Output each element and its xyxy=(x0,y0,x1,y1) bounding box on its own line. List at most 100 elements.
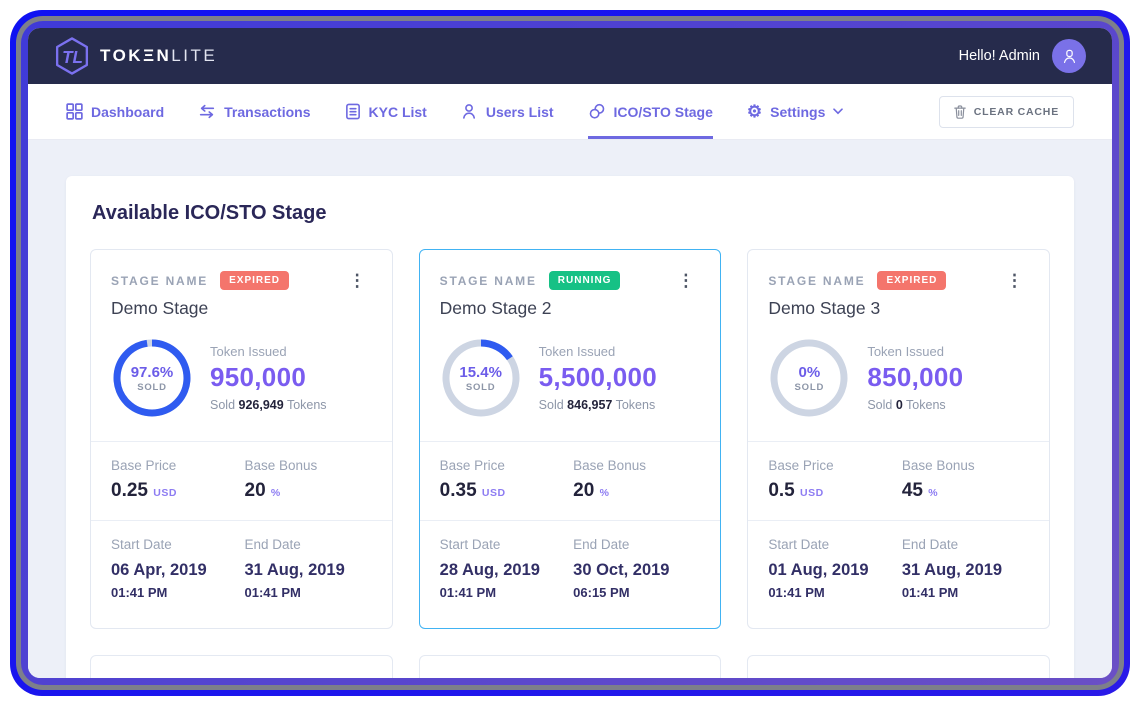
sold-donut-chart: 0% SOLD xyxy=(768,337,850,419)
start-date-value: 06 Apr, 2019 01:41 PM xyxy=(111,561,207,601)
base-price-value: 0.5 USD xyxy=(768,480,824,501)
nav-item-users-list[interactable]: Users List xyxy=(461,84,554,139)
stage-name-label: STAGE NAME xyxy=(768,273,866,288)
sold-tokens-line: Sold 846,957 Tokens xyxy=(538,398,656,412)
stage-name: Demo Stage 3 xyxy=(768,298,881,318)
clear-cache-button[interactable]: CLEAR CACHE xyxy=(938,95,1074,128)
trash-icon xyxy=(954,104,966,119)
stage-cards-row: STAGE NAME EXPIRED ⋮ Demo Stage xyxy=(90,249,1050,629)
percent-unit: % xyxy=(270,487,281,499)
base-price-label: Base Price xyxy=(439,458,505,473)
base-price-label: Base Price xyxy=(768,458,834,473)
page-content: Available ICO/STO Stage STAGE NAME EXPIR… xyxy=(28,140,1112,678)
kebab-menu-icon[interactable]: ⋮ xyxy=(1005,271,1023,290)
base-bonus-block: Base Bonus 20 % xyxy=(245,458,372,502)
nav-item-kyc-list[interactable]: KYC List xyxy=(345,84,427,139)
token-issued-block: Token Issued 5,500,000 Sold 846,957 Toke… xyxy=(539,344,657,412)
end-date-label: End Date xyxy=(901,537,959,552)
brand-name-primary: TOKΞN xyxy=(100,46,172,65)
card-header: STAGE NAME EXPIRED ⋮ Demo Stage 3 xyxy=(748,250,1049,319)
start-date-block: Start Date 28 Aug, 2019 01:41 PM xyxy=(440,537,574,604)
coins-icon xyxy=(588,103,606,120)
base-price-block: Base Price 0.5 USD xyxy=(768,458,902,502)
end-date-block: End Date 31 Aug, 2019 01:41 PM xyxy=(902,537,1029,604)
brand-name-secondary: LITE xyxy=(171,46,218,65)
base-bonus-value: 20 % xyxy=(244,480,281,501)
token-issued-value: 5,500,000 xyxy=(538,362,658,392)
end-date-value: 31 Aug, 2019 01:41 PM xyxy=(244,561,345,601)
sold-amount: 0 xyxy=(895,398,903,412)
start-date-label: Start Date xyxy=(439,537,501,552)
nav-item-dashboard[interactable]: Dashboard xyxy=(66,84,164,139)
nav-item-transactions[interactable]: Transactions xyxy=(198,84,311,139)
card-header: STAGE NAME EXPIRED ⋮ Demo Stage xyxy=(91,250,392,319)
base-price-label: Base Price xyxy=(111,458,177,473)
stage-card-partial xyxy=(90,654,393,678)
stages-panel: Available ICO/STO Stage STAGE NAME EXPIR… xyxy=(66,176,1074,678)
brand-logo[interactable]: TL TOKΞNLITE xyxy=(54,36,217,76)
dashboard-grid-icon xyxy=(66,103,83,120)
base-bonus-value: 20 % xyxy=(573,480,610,501)
stage-name-label: STAGE NAME xyxy=(439,273,537,288)
nav-label: KYC List xyxy=(368,103,427,120)
end-date-label: End Date xyxy=(573,537,630,552)
end-date-block: End Date 30 Oct, 2019 06:15 PM xyxy=(573,537,700,604)
stage-card-demo-stage-3: STAGE NAME EXPIRED ⋮ Demo Stage 3 xyxy=(747,249,1050,629)
brand-name: TOKΞNLITE xyxy=(100,46,217,66)
kyc-list-icon xyxy=(345,103,361,120)
window-frame-outer: TL TOKΞNLITE Hello! Admin xyxy=(10,10,1130,696)
next-row-partial xyxy=(90,654,1050,678)
currency-unit: USD xyxy=(800,487,824,499)
dates-section: Start Date 28 Aug, 2019 01:41 PM End Dat… xyxy=(419,520,721,628)
tokenlite-logo-icon: TL xyxy=(54,36,90,76)
stage-name: Demo Stage 2 xyxy=(439,298,552,318)
donut-section: 0% SOLD Token Issued 850,000 Sold 0 Toke… xyxy=(748,333,1049,441)
card-header: STAGE NAME RUNNING ⋮ Demo Stage 2 xyxy=(420,250,721,319)
status-badge: EXPIRED xyxy=(877,271,947,290)
token-issued-value: 850,000 xyxy=(867,362,964,392)
person-icon xyxy=(1060,47,1079,66)
sold-caps-label: SOLD xyxy=(137,381,167,393)
nav-item-settings[interactable]: ⚙ Settings xyxy=(747,84,844,139)
base-bonus-label: Base Bonus xyxy=(901,458,975,473)
end-date-value: 30 Oct, 2019 06:15 PM xyxy=(573,561,670,601)
base-price-block: Base Price 0.25 USD xyxy=(111,458,245,502)
user-avatar[interactable] xyxy=(1052,39,1086,73)
header-right: Hello! Admin xyxy=(959,39,1086,73)
kebab-menu-icon[interactable]: ⋮ xyxy=(677,271,695,290)
donut-section: 15.4% SOLD Token Issued 5,500,000 Sold 8… xyxy=(420,333,721,441)
sold-donut-chart: 97.6% SOLD xyxy=(111,337,193,419)
dates-section: Start Date 01 Aug, 2019 01:41 PM End Dat… xyxy=(748,520,1049,628)
kebab-menu-icon[interactable]: ⋮ xyxy=(348,271,366,290)
transactions-swap-icon xyxy=(198,104,216,119)
percent-sold: 97.6% xyxy=(130,363,174,381)
nav-label: Dashboard xyxy=(91,103,165,120)
price-section: Base Price 0.25 USD Base Bonus 20 % xyxy=(91,441,392,520)
end-date-value: 31 Aug, 2019 01:41 PM xyxy=(901,561,1003,601)
donut-section: 97.6% SOLD Token Issued 950,000 Sold 926… xyxy=(91,333,392,441)
token-issued-label: Token Issued xyxy=(538,344,616,359)
nav-label: ICO/STO Stage xyxy=(613,103,713,120)
users-icon xyxy=(461,103,478,120)
end-date-block: End Date 31 Aug, 2019 01:41 PM xyxy=(245,537,372,604)
percent-unit: % xyxy=(599,487,610,499)
start-date-block: Start Date 01 Aug, 2019 01:41 PM xyxy=(768,537,902,604)
price-section: Base Price 0.35 USD Base Bonus 20 % xyxy=(419,441,721,520)
start-date-block: Start Date 06 Apr, 2019 01:41 PM xyxy=(111,537,245,604)
start-date-value: 01 Aug, 2019 01:41 PM xyxy=(768,561,869,601)
base-bonus-label: Base Bonus xyxy=(244,458,318,473)
sold-amount: 926,949 xyxy=(238,398,284,412)
window-frame-mid: TL TOKΞNLITE Hello! Admin xyxy=(16,16,1124,690)
main-nav: Dashboard Transactions KYC List xyxy=(28,84,1112,140)
sold-tokens-line: Sold 0 Tokens xyxy=(867,398,946,412)
nav-item-ico-sto-stage[interactable]: ICO/STO Stage xyxy=(587,84,713,139)
start-date-label: Start Date xyxy=(111,537,172,552)
base-bonus-value: 45 % xyxy=(901,480,939,501)
stage-card-demo-stage: STAGE NAME EXPIRED ⋮ Demo Stage xyxy=(90,249,393,629)
stage-card-partial xyxy=(418,654,722,678)
base-price-value: 0.35 USD xyxy=(439,480,506,501)
stage-name-label: STAGE NAME xyxy=(111,273,209,288)
stage-card-demo-stage-2: STAGE NAME RUNNING ⋮ Demo Stage 2 xyxy=(418,249,722,629)
currency-unit: USD xyxy=(481,487,506,499)
sold-caps-label: SOLD xyxy=(465,381,496,393)
